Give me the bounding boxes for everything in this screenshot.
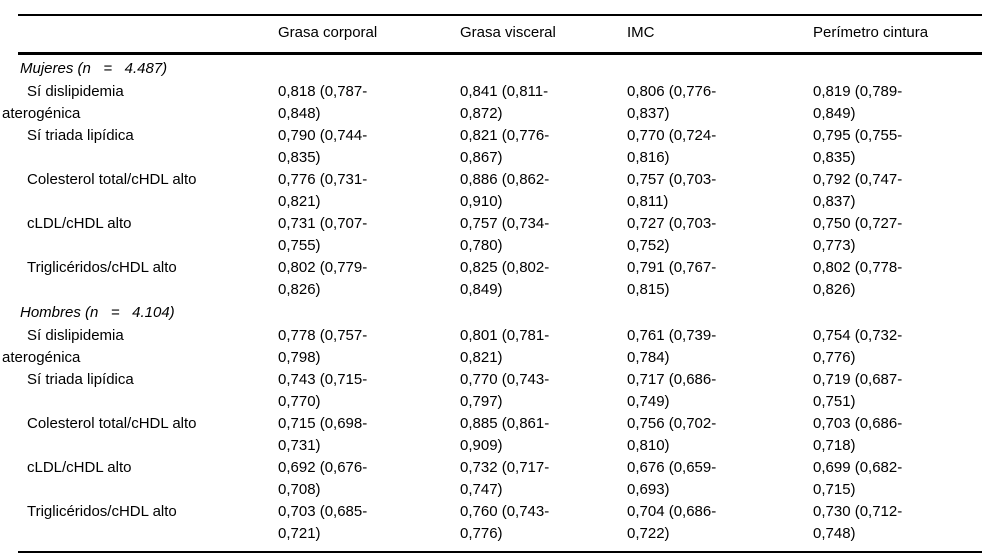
value-cell: 0,886 (0,862- 0,910) (460, 171, 550, 210)
column-header-empty (18, 23, 278, 43)
table-row: Sí triada lipídica 0,743 (0,715- 0,770) … (18, 369, 982, 413)
value-cell: 0,750 (0,727- 0,773) (813, 215, 903, 254)
value-cell: 0,743 (0,715- 0,770) (278, 371, 368, 410)
row-label: Colesterol total/cHDL alto (27, 171, 197, 188)
value-cell: 0,776 (0,731- 0,821) (278, 171, 368, 210)
column-header-grasa-visceral: Grasa visceral (460, 24, 556, 41)
value-cell: 0,699 (0,682- 0,715) (813, 459, 903, 498)
results-table: Grasa corporal Grasa visceral IMC Períme… (2, 14, 982, 553)
value-cell: 0,802 (0,779- 0,826) (278, 259, 368, 298)
value-cell: 0,795 (0,755- 0,835) (813, 127, 903, 166)
value-cell: 0,791 (0,767- 0,815) (627, 259, 717, 298)
value-cell: 0,841 (0,811- 0,872) (460, 83, 549, 122)
column-header-grasa-corporal: Grasa corporal (278, 24, 378, 41)
value-cell: 0,825 (0,802- 0,849) (460, 259, 550, 298)
value-cell: 0,703 (0,685- 0,721) (278, 503, 368, 542)
row-label: Colesterol total/cHDL alto (27, 415, 197, 432)
table-row: Triglicéridos/cHDL alto 0,703 (0,685- 0,… (18, 501, 982, 545)
value-cell: 0,676 (0,659- 0,693) (627, 459, 717, 498)
table-row: cLDL/cHDL alto 0,731 (0,707- 0,755) 0,75… (18, 213, 982, 257)
value-cell: 0,715 (0,698- 0,731) (278, 415, 368, 454)
value-cell: 0,770 (0,743- 0,797) (460, 371, 550, 410)
value-cell: 0,770 (0,724- 0,816) (627, 127, 717, 166)
value-cell: 0,792 (0,747- 0,837) (813, 171, 903, 210)
section-header-mujeres: Mujeres (n = 4.487) (20, 60, 168, 77)
value-cell: 0,754 (0,732- 0,776) (813, 327, 903, 366)
value-cell: 0,692 (0,676- 0,708) (278, 459, 368, 498)
table-row: Sí dislipidemia aterogénica 0,818 (0,787… (2, 81, 982, 125)
value-cell: 0,801 (0,781- 0,821) (460, 327, 550, 366)
table-body: Mujeres (n = 4.487) Sí dislipidemia ater… (2, 55, 982, 551)
row-label: cLDL/cHDL alto (27, 459, 132, 476)
value-cell: 0,717 (0,686- 0,749) (627, 371, 717, 410)
row-label: Triglicéridos/cHDL alto (27, 259, 177, 276)
table-row: Triglicéridos/cHDL alto 0,802 (0,779- 0,… (18, 257, 982, 301)
row-label: cLDL/cHDL alto (27, 215, 132, 232)
table-row: Sí dislipidemia aterogénica 0,778 (0,757… (2, 325, 982, 369)
value-cell: 0,756 (0,702- 0,810) (627, 415, 717, 454)
value-cell: 0,727 (0,703- 0,752) (627, 215, 717, 254)
table-header-row: Grasa corporal Grasa visceral IMC Períme… (18, 16, 982, 55)
table-row: cLDL/cHDL alto 0,692 (0,676- 0,708) 0,73… (18, 457, 982, 501)
row-label: Sí dislipidemia aterogénica (2, 83, 124, 122)
value-cell: 0,760 (0,743- 0,776) (460, 503, 550, 542)
value-cell: 0,757 (0,703- 0,811) (627, 171, 717, 210)
value-cell: 0,719 (0,687- 0,751) (813, 371, 903, 410)
value-cell: 0,731 (0,707- 0,755) (278, 215, 368, 254)
table-row: Colesterol total/cHDL alto 0,715 (0,698-… (18, 413, 982, 457)
section-header-hombres: Hombres (n = 4.104) (20, 304, 175, 321)
row-label: Triglicéridos/cHDL alto (27, 503, 177, 520)
value-cell: 0,730 (0,712- 0,748) (813, 503, 903, 542)
value-cell: 0,761 (0,739- 0,784) (627, 327, 717, 366)
value-cell: 0,821 (0,776- 0,867) (460, 127, 550, 166)
value-cell: 0,819 (0,789- 0,849) (813, 83, 903, 122)
value-cell: 0,806 (0,776- 0,837) (627, 83, 717, 122)
row-label: Sí triada lipídica (27, 371, 134, 388)
value-cell: 0,885 (0,861- 0,909) (460, 415, 550, 454)
table-row: Sí triada lipídica 0,790 (0,744- 0,835) … (18, 125, 982, 169)
value-cell: 0,703 (0,686- 0,718) (813, 415, 903, 454)
value-cell: 0,778 (0,757- 0,798) (278, 327, 368, 366)
value-cell: 0,757 (0,734- 0,780) (460, 215, 550, 254)
value-cell: 0,704 (0,686- 0,722) (627, 503, 717, 542)
value-cell: 0,790 (0,744- 0,835) (278, 127, 368, 166)
column-header-perimetro-cintura: Perímetro cintura (813, 24, 929, 41)
row-label: Sí triada lipídica (27, 127, 134, 144)
value-cell: 0,732 (0,717- 0,747) (460, 459, 550, 498)
row-label: Sí dislipidemia aterogénica (2, 327, 124, 366)
column-header-imc: IMC (627, 24, 655, 41)
table-row: Colesterol total/cHDL alto 0,776 (0,731-… (18, 169, 982, 213)
value-cell: 0,818 (0,787- 0,848) (278, 83, 368, 122)
value-cell: 0,802 (0,778- 0,826) (813, 259, 903, 298)
